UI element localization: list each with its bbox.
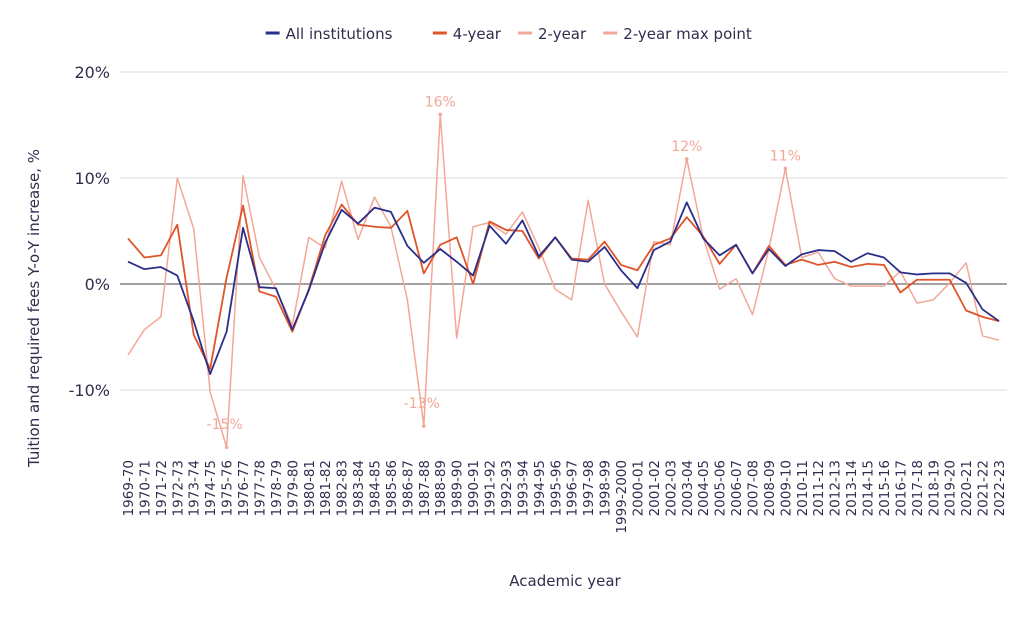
x-tick-label: 1975-76 <box>220 460 236 516</box>
x-tick-label: 1988-89 <box>433 460 449 516</box>
max-point-marker <box>783 166 788 171</box>
x-tick-label: 1980-81 <box>302 460 318 516</box>
grid <box>120 71 1007 391</box>
x-tick-label: 1979-80 <box>285 460 301 516</box>
y-axis-ticks: -10% 0% 10% 20% <box>69 63 110 400</box>
x-tick-label: 1994-95 <box>532 460 548 516</box>
x-tick-label: 1971-72 <box>154 460 170 516</box>
max-point-marker <box>438 112 443 117</box>
x-tick-label: 1993-94 <box>515 460 531 516</box>
x-tick-label: 2004-05 <box>696 460 712 516</box>
x-tick-label: 1992-93 <box>499 460 515 516</box>
y-tick-label: 10% <box>74 169 110 188</box>
x-tick-label: 2016-17 <box>893 460 909 516</box>
series-line-all-institutions <box>127 201 1000 376</box>
x-axis-ticks: 1969-70 1970-71 1971-72 1972-73 1973-74 1974-… <box>121 460 1008 534</box>
legend: All institutions 4-year 2-year 2-year max p… <box>265 25 752 43</box>
x-tick-label: 1978-79 <box>269 460 285 516</box>
x-tick-label: 1987-88 <box>417 460 433 516</box>
x-tick-label: 1977-78 <box>252 460 268 516</box>
max-point-marker <box>684 157 689 161</box>
x-tick-label: 2014-15 <box>861 460 877 516</box>
y-tick-label: 0% <box>85 275 110 294</box>
x-tick-label: 1974-75 <box>203 460 219 516</box>
x-tick-label: 1976-77 <box>236 460 252 516</box>
x-tick-label: 1998-99 <box>598 460 614 516</box>
x-tick-label: 1996-97 <box>565 460 581 516</box>
x-tick-label: 1983-84 <box>351 460 367 516</box>
x-tick-label: 2011-12 <box>811 460 827 516</box>
legend-item-2-year[interactable]: 2-year <box>518 25 587 43</box>
series-line-2-year <box>127 113 1000 448</box>
x-tick-label: 2021-22 <box>976 460 992 516</box>
max-point-label: 11% <box>770 148 801 164</box>
max-point-marker <box>422 424 426 428</box>
max-point-marker <box>224 445 229 450</box>
x-tick-label: 2010-11 <box>795 460 811 516</box>
x-tick-label: 1970-71 <box>137 460 153 516</box>
max-point-label: 12% <box>671 139 702 155</box>
x-tick-label: 1972-73 <box>170 460 186 516</box>
x-tick-label: 2009-10 <box>778 460 794 516</box>
x-tick-label: 2005-06 <box>713 460 729 516</box>
x-tick-label: 1989-90 <box>450 460 466 516</box>
x-tick-label: 1997-98 <box>581 460 597 516</box>
max-point-label: 16% <box>425 94 456 110</box>
y-tick-label: -10% <box>69 381 110 400</box>
x-tick-label: 2019-20 <box>943 460 959 516</box>
x-tick-label: 1969-70 <box>121 460 137 516</box>
x-tick-label: 2017-18 <box>910 460 926 516</box>
x-tick-label: 2007-08 <box>745 460 761 516</box>
legend-label: All institutions <box>286 25 393 43</box>
x-tick-label: 2002-03 <box>663 460 679 516</box>
x-tick-label: 2003-04 <box>680 460 696 516</box>
x-tick-label: 2015-16 <box>877 460 893 516</box>
x-tick-label: 1991-92 <box>483 460 499 516</box>
y-axis-title: Tuition and required fees Y-o-Y increase… <box>25 149 43 468</box>
x-tick-label: 1973-74 <box>187 460 203 516</box>
legend-item-2-year-max-point[interactable]: 2-year max point <box>603 25 752 43</box>
x-tick-label: 1982-83 <box>335 460 351 516</box>
x-tick-label: 1986-87 <box>400 460 416 516</box>
x-tick-label: 1990-91 <box>466 460 482 516</box>
legend-label: 2-year max point <box>623 25 752 43</box>
x-tick-label: 1999-2000 <box>614 460 630 534</box>
legend-label: 4-year <box>453 25 502 43</box>
x-tick-label: 2018-19 <box>926 460 942 516</box>
max-point-label: -13% <box>404 396 440 412</box>
x-tick-label: 2020-21 <box>959 460 975 516</box>
x-tick-label: 2022-23 <box>992 460 1008 516</box>
legend-item-all-institutions[interactable]: All institutions <box>265 25 393 43</box>
x-tick-label: 1995-96 <box>548 460 564 516</box>
legend-label: 2-year <box>538 25 587 43</box>
x-tick-label: 2013-14 <box>844 460 860 516</box>
legend-item-4-year[interactable]: 4-year <box>432 25 502 43</box>
series-lines <box>127 113 1000 448</box>
x-tick-label: 2000-01 <box>630 460 646 516</box>
max-point-annotations: -15% -13% 16% 12% 11% <box>207 94 801 450</box>
y-tick-label: 20% <box>74 63 110 82</box>
x-tick-label: 1981-82 <box>318 460 334 516</box>
x-tick-label: 2008-09 <box>762 460 778 516</box>
x-tick-label: 1984-85 <box>368 460 384 516</box>
max-point-label: -15% <box>207 417 243 433</box>
x-axis-title: Academic year <box>509 572 621 590</box>
x-tick-label: 2001-02 <box>647 460 663 516</box>
x-tick-label: 2012-13 <box>828 460 844 516</box>
x-tick-label: 1985-86 <box>384 460 400 516</box>
x-tick-label: 2006-07 <box>729 460 745 516</box>
